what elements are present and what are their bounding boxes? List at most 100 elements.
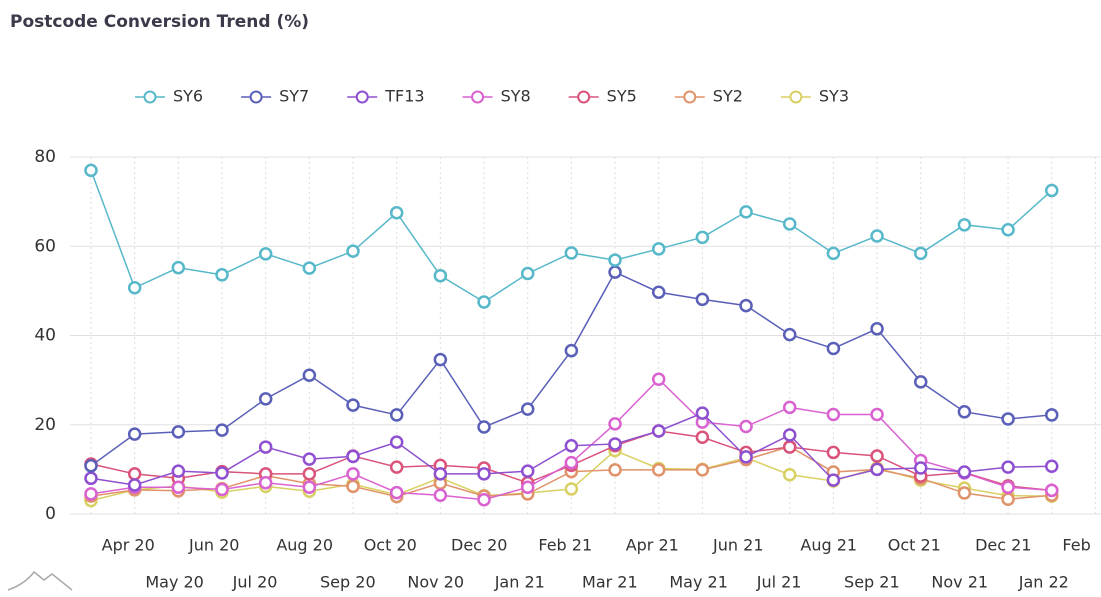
point xyxy=(520,464,535,478)
point xyxy=(739,450,753,464)
point xyxy=(389,408,404,422)
legend-label: SY7 xyxy=(279,87,309,106)
point xyxy=(870,449,884,463)
point xyxy=(782,467,797,482)
x-tick-label: Jan 21 xyxy=(494,573,545,592)
point xyxy=(520,266,535,281)
point xyxy=(520,480,535,494)
point xyxy=(84,163,98,178)
point xyxy=(826,473,841,487)
x-tick-label: Jun 21 xyxy=(712,536,763,555)
x-tick-label: May 20 xyxy=(145,573,204,592)
point xyxy=(433,352,448,367)
legend-marker xyxy=(471,90,485,104)
x-tick-label: Apr 21 xyxy=(626,536,679,555)
point xyxy=(913,246,928,261)
point xyxy=(171,480,186,494)
point xyxy=(1001,460,1015,474)
point xyxy=(651,372,666,386)
point xyxy=(782,440,797,454)
legend-marker xyxy=(355,90,369,104)
y-tick-label: 40 xyxy=(34,326,56,346)
point xyxy=(171,260,186,275)
point xyxy=(608,265,622,279)
point xyxy=(127,427,142,441)
point xyxy=(1001,480,1015,494)
legend-label: TF13 xyxy=(384,87,424,106)
legend-label: SY5 xyxy=(607,87,637,106)
point xyxy=(389,485,404,500)
x-tick-label: Mar 21 xyxy=(582,573,638,592)
point xyxy=(520,402,535,416)
point xyxy=(127,467,142,481)
x-tick-label: Sep 21 xyxy=(844,573,900,592)
legend-label: SY3 xyxy=(819,87,849,106)
point xyxy=(215,423,229,437)
point xyxy=(608,463,622,477)
point xyxy=(389,460,404,474)
point xyxy=(695,406,710,420)
point xyxy=(346,467,360,481)
legend-marker xyxy=(249,90,263,104)
y-tick-label: 20 xyxy=(34,415,56,435)
x-tick-label: Apr 20 xyxy=(102,536,155,555)
point xyxy=(346,244,360,258)
point xyxy=(302,467,317,481)
legend-marker xyxy=(683,90,697,104)
point xyxy=(127,281,142,295)
x-tick-label: Nov 20 xyxy=(407,573,464,592)
point xyxy=(433,268,448,283)
chart-title: Postcode Conversion Trend (%) xyxy=(10,12,309,32)
legend-label: SY8 xyxy=(501,87,531,106)
point xyxy=(695,430,710,444)
point xyxy=(564,343,579,358)
x-tick-label: Dec 20 xyxy=(451,536,507,555)
point xyxy=(1044,408,1059,422)
point xyxy=(302,480,317,494)
point xyxy=(477,420,491,434)
point xyxy=(564,246,579,260)
point xyxy=(433,488,448,503)
point xyxy=(1044,183,1059,198)
point xyxy=(389,206,404,220)
point xyxy=(870,407,884,422)
point xyxy=(564,455,579,470)
x-tick-label: Aug 21 xyxy=(800,536,857,555)
point xyxy=(608,437,622,451)
point xyxy=(826,246,841,261)
point xyxy=(84,471,98,486)
legend-marker xyxy=(143,90,157,104)
point xyxy=(564,482,579,496)
legend-label: SY6 xyxy=(173,87,203,106)
point xyxy=(171,425,186,439)
point xyxy=(171,464,186,478)
point xyxy=(651,242,666,256)
point xyxy=(346,479,360,494)
x-tick-label: May 21 xyxy=(669,573,728,592)
point xyxy=(1044,459,1059,474)
point xyxy=(695,292,710,307)
x-tick-label: Aug 20 xyxy=(276,536,333,555)
point xyxy=(477,467,491,481)
legend-marker xyxy=(577,90,591,104)
point xyxy=(695,230,710,245)
point xyxy=(782,217,797,231)
point xyxy=(1001,492,1015,507)
legend-marker xyxy=(789,90,803,104)
x-tick-label: Dec 21 xyxy=(975,536,1031,555)
x-tick-label: Feb xyxy=(1062,536,1090,555)
point xyxy=(913,461,928,475)
point xyxy=(739,298,753,313)
point xyxy=(302,368,317,382)
y-tick-label: 60 xyxy=(34,236,56,256)
point xyxy=(127,478,142,492)
point xyxy=(826,445,841,460)
point xyxy=(782,400,797,415)
point xyxy=(651,463,666,477)
x-tick-label: Jul 21 xyxy=(756,573,802,592)
y-tick-label: 0 xyxy=(45,504,56,524)
point xyxy=(739,419,753,434)
point xyxy=(913,375,928,389)
point xyxy=(957,218,972,232)
